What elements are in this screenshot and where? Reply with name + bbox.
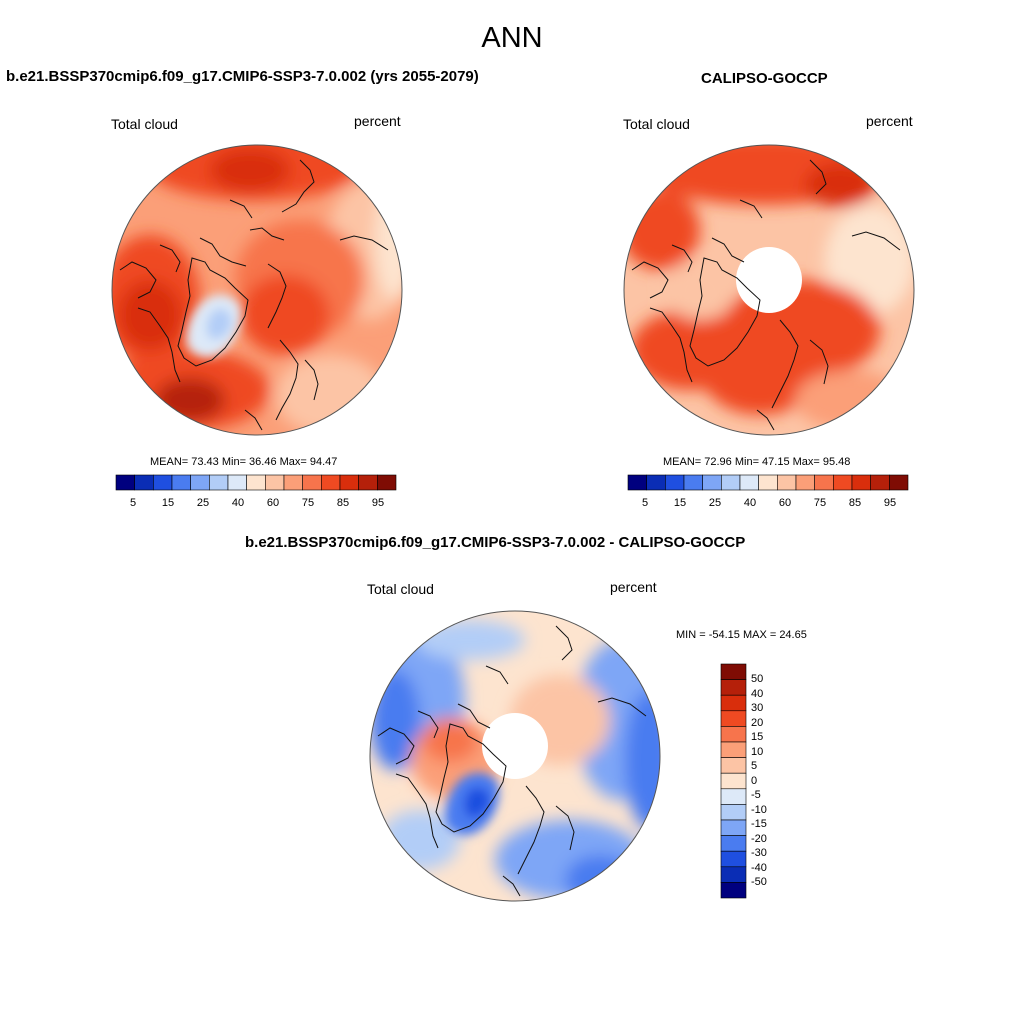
colorbar-swatch: [190, 474, 210, 491]
cbar2-tick: 40: [743, 497, 757, 509]
cbar1-tick: 15: [161, 497, 175, 509]
colorbar-swatch: [377, 474, 397, 491]
panel-3-units: percent: [610, 579, 657, 595]
panel-3-header: b.e21.BSSP370cmip6.f09_g17.CMIP6-SSP3-7.…: [245, 534, 746, 551]
cbar2-tick: 75: [813, 497, 827, 509]
colorbar-swatch: [265, 474, 285, 491]
colorbar-swatch: [246, 474, 266, 491]
colorbar-swatch: [720, 819, 747, 836]
cbar3-tick: 30: [751, 702, 764, 714]
cbar2-tick: 25: [708, 497, 722, 509]
cbar2-tick: 5: [641, 497, 649, 509]
colorbar-swatch: [720, 757, 747, 774]
figure-title: ANN: [481, 22, 543, 54]
colorbar-swatch: [171, 474, 191, 491]
colorbar-swatch: [358, 474, 378, 491]
map-panel-2: [624, 145, 914, 435]
map-panel-1: [112, 145, 402, 435]
cbar2-tick: 15: [673, 497, 687, 509]
cbar2-tick: 95: [883, 497, 897, 509]
cbar3-tick: -15: [751, 818, 767, 830]
cbar3-tick: 15: [751, 731, 764, 743]
colorbar-swatch: [720, 694, 747, 712]
cbar3-tick: 40: [751, 688, 764, 700]
colorbar-swatch: [739, 474, 759, 491]
cbar3-tick: 20: [751, 717, 764, 729]
colorbar-swatch: [702, 474, 722, 491]
cbar3-tick: -50: [751, 876, 767, 888]
colorbar-swatch: [209, 474, 229, 491]
colorbar-swatch: [339, 474, 359, 491]
cbar3-tick: 5: [751, 760, 758, 772]
colorbar-swatch: [833, 474, 853, 491]
panel-2-units: percent: [866, 113, 913, 129]
panel-1-units: percent: [354, 113, 401, 129]
panel-2-stats: MEAN= 72.96 Min= 47.15 Max= 95.48: [663, 456, 851, 468]
colorbar-swatch: [321, 474, 341, 491]
colorbar-swatch: [720, 882, 747, 899]
colorbar-swatch: [758, 474, 778, 491]
colorbar-swatch: [115, 474, 135, 491]
cbar1-tick: 95: [371, 497, 385, 509]
colorbar-swatch: [851, 474, 871, 491]
colorbar-swatch: [720, 663, 747, 680]
colorbar-swatch: [720, 679, 747, 696]
cbar3-tick: 0: [751, 775, 758, 787]
cbar3-tick: -40: [751, 862, 767, 874]
colorbar-swatch: [720, 835, 747, 852]
cbar1-tick: 5: [129, 497, 137, 509]
colorbar-swatch: [720, 772, 747, 790]
colorbar-swatch: [720, 804, 747, 821]
colorbar-panel-1: [115, 474, 397, 491]
colorbar-swatch: [870, 474, 890, 491]
panel-1-variable: Total cloud: [111, 116, 178, 132]
colorbar-swatch: [720, 710, 747, 727]
colorbar-swatch: [627, 474, 647, 491]
colorbar-swatch: [153, 474, 173, 491]
cbar3-tick: 50: [751, 673, 764, 685]
colorbar-swatch: [227, 474, 247, 491]
cbar3-tick: -5: [751, 789, 761, 801]
cbar3-tick: -30: [751, 847, 767, 859]
coastlines-panel-1: [119, 159, 389, 431]
colorbar-swatch: [777, 474, 797, 491]
colorbar-swatch: [665, 474, 685, 491]
colorbar-swatch: [720, 866, 747, 883]
colorbar-panel-3: [720, 663, 747, 899]
colorbar-swatch: [814, 474, 834, 491]
colorbar-swatch: [720, 726, 747, 743]
panel-3-stats: MIN = -54.15 MAX = 24.65: [676, 629, 807, 641]
panel-2-variable: Total cloud: [623, 116, 690, 132]
coastlines-panel-2: [631, 159, 901, 431]
colorbar-swatch: [720, 741, 747, 758]
colorbar-swatch: [683, 474, 703, 491]
colorbar-swatch: [134, 474, 154, 491]
colorbar-panel-2: [627, 474, 909, 491]
cbar1-tick: 40: [231, 497, 245, 509]
panel-3-variable: Total cloud: [367, 581, 434, 597]
panel-1-stats: MEAN= 73.43 Min= 36.46 Max= 94.47: [150, 456, 338, 468]
colorbar-swatch: [646, 474, 666, 491]
cbar3-tick: -20: [751, 833, 767, 845]
cbar1-tick: 60: [266, 497, 280, 509]
cbar3-tick: -10: [751, 804, 767, 816]
panel-2-header: CALIPSO-GOCCP: [701, 70, 828, 87]
colorbar-swatch: [721, 474, 741, 491]
cbar2-tick: 60: [778, 497, 792, 509]
coastlines-panel-3: [377, 625, 647, 897]
colorbar-swatch: [302, 474, 322, 491]
colorbar-swatch: [283, 474, 303, 491]
colorbar-swatch: [720, 850, 747, 868]
cbar1-tick: 25: [196, 497, 210, 509]
cbar1-tick: 85: [336, 497, 350, 509]
panel-1-header: b.e21.BSSP370cmip6.f09_g17.CMIP6-SSP3-7.…: [6, 68, 479, 85]
colorbar-swatch: [889, 474, 909, 491]
colorbar-swatch: [720, 788, 747, 805]
cbar2-tick: 85: [848, 497, 862, 509]
colorbar-swatch: [795, 474, 815, 491]
cbar1-tick: 75: [301, 497, 315, 509]
cbar3-tick: 10: [751, 746, 764, 758]
